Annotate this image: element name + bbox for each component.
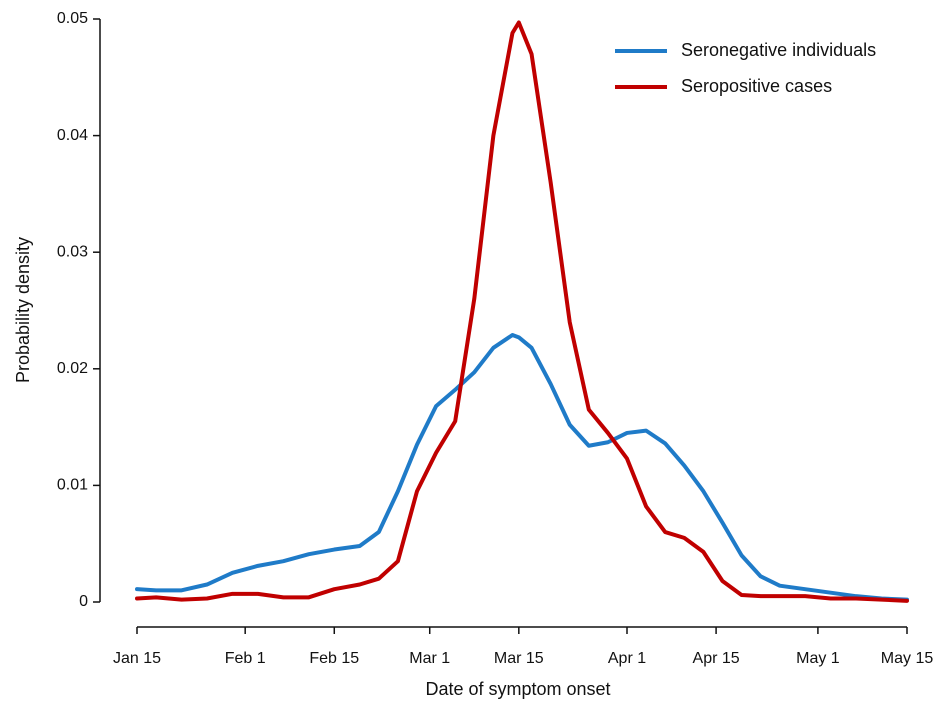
- x-tick-label: Feb 1: [225, 650, 266, 667]
- x-tick-label: Mar 15: [494, 650, 544, 667]
- x-tick-label: Apr 15: [693, 650, 740, 667]
- y-tick-label: 0.01: [57, 477, 88, 494]
- x-tick-label: May 1: [796, 650, 840, 667]
- y-tick-label: 0.03: [57, 243, 88, 260]
- y-tick-label: 0.05: [57, 10, 88, 27]
- x-tick-label: May 15: [881, 650, 934, 667]
- data-line: [135, 20, 909, 603]
- x-tick-label: Feb 15: [309, 650, 359, 667]
- y-tick-label: 0.04: [57, 127, 88, 144]
- x-tick-label: Apr 1: [608, 650, 646, 667]
- x-tick-label: Mar 1: [409, 650, 450, 667]
- y-tick-label: 0.02: [57, 360, 88, 377]
- legend-label: Seropositive cases: [681, 76, 832, 96]
- y-tick-label: 0: [79, 593, 88, 610]
- legend-label: Seronegative individuals: [681, 40, 876, 60]
- x-axis-title: Date of symptom onset: [425, 679, 610, 699]
- x-tick-label: Jan 15: [113, 650, 161, 667]
- y-axis-title: Probability density: [13, 237, 33, 383]
- data-line: [135, 332, 909, 602]
